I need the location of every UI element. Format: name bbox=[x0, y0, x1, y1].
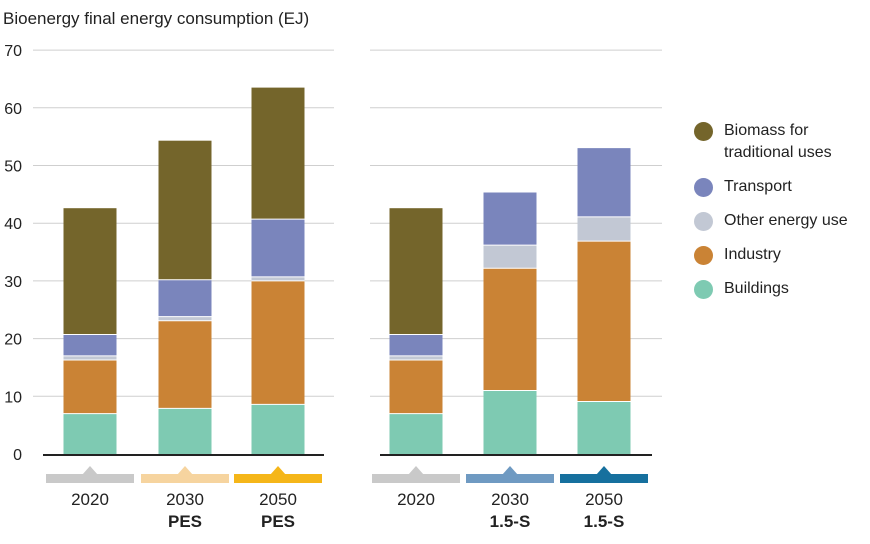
bar-segment-industry bbox=[158, 320, 212, 409]
bar-segment-buildings bbox=[389, 413, 443, 454]
bar-segment-other-energy-use bbox=[63, 355, 117, 360]
bar-segment-other-energy-use bbox=[251, 276, 305, 281]
legend-label: Other energy use bbox=[724, 212, 848, 229]
y-tick-label: 40 bbox=[4, 216, 22, 233]
legend-item: Other energy use bbox=[694, 210, 870, 232]
legend-label: Buildings bbox=[724, 280, 789, 297]
chart-title: Bioenergy final energy consumption (EJ) bbox=[3, 9, 309, 28]
legend-swatch bbox=[694, 246, 713, 265]
y-tick-label: 70 bbox=[4, 43, 22, 60]
scenario-marker bbox=[372, 466, 460, 483]
scenario-marker bbox=[141, 466, 229, 483]
bar-segment-other-energy-use bbox=[483, 245, 537, 269]
bar-segment-other-energy-use bbox=[577, 216, 631, 242]
bar-segment-transport bbox=[158, 279, 212, 317]
legend-swatch bbox=[694, 178, 713, 197]
legend-swatch bbox=[694, 212, 713, 231]
legend-label: Biomass for traditional uses bbox=[724, 122, 832, 161]
bar-segment-industry bbox=[483, 268, 537, 391]
bar-segment-buildings bbox=[577, 401, 631, 454]
x-category-year-label: 2030 bbox=[166, 490, 204, 509]
x-category-scenario-label: 1.5-S bbox=[490, 512, 531, 531]
bar-segment-transport bbox=[483, 192, 537, 246]
y-tick-label: 30 bbox=[4, 274, 22, 291]
legend-label: Industry bbox=[724, 246, 781, 263]
bar-segment-biomass-for-traditional-uses bbox=[251, 87, 305, 220]
x-category-year-label: 2050 bbox=[585, 490, 623, 509]
x-category-year-label: 2020 bbox=[71, 490, 109, 509]
y-tick-label: 50 bbox=[4, 159, 22, 176]
scenario-marker bbox=[46, 466, 134, 483]
legend-item: Industry bbox=[694, 244, 870, 266]
bar-segment-industry bbox=[577, 241, 631, 402]
bar-segment-buildings bbox=[483, 390, 537, 454]
x-category-scenario-label: PES bbox=[261, 512, 295, 531]
x-category-year-label: 2020 bbox=[397, 490, 435, 509]
bar-segment-biomass-for-traditional-uses bbox=[158, 140, 212, 280]
legend-label: Transport bbox=[724, 178, 792, 195]
bar-segment-industry bbox=[63, 359, 117, 414]
bar-segment-buildings bbox=[158, 408, 212, 454]
scenario-marker bbox=[466, 466, 554, 483]
y-tick-label: 60 bbox=[4, 101, 22, 118]
bar-segment-buildings bbox=[251, 404, 305, 454]
bar-segment-transport bbox=[63, 334, 117, 356]
bar-segment-biomass-for-traditional-uses bbox=[63, 208, 117, 335]
x-category-year-label: 2050 bbox=[259, 490, 297, 509]
x-category-year-label: 2030 bbox=[491, 490, 529, 509]
x-category-scenario-label: PES bbox=[168, 512, 202, 531]
legend-swatch bbox=[694, 280, 713, 299]
legend-item: Buildings bbox=[694, 278, 870, 300]
scenario-marker bbox=[560, 466, 648, 483]
scenario-marker bbox=[234, 466, 322, 483]
bar-segment-other-energy-use bbox=[158, 316, 212, 321]
legend-item: Transport bbox=[694, 176, 870, 198]
chart-legend: Biomass for traditional uses Transport Oth… bbox=[694, 120, 870, 312]
bar-segment-other-energy-use bbox=[389, 355, 443, 360]
y-tick-label: 20 bbox=[4, 332, 22, 349]
bar-segment-industry bbox=[251, 280, 305, 405]
legend-swatch bbox=[694, 122, 713, 141]
y-tick-label: 10 bbox=[4, 389, 22, 406]
legend-item: Biomass for traditional uses bbox=[694, 120, 870, 164]
bar-segment-transport bbox=[577, 147, 631, 217]
bar-segment-biomass-for-traditional-uses bbox=[389, 208, 443, 335]
y-tick-label: 0 bbox=[13, 447, 22, 464]
bar-segment-buildings bbox=[63, 413, 117, 454]
bar-segment-industry bbox=[389, 359, 443, 414]
bar-segment-transport bbox=[389, 334, 443, 356]
x-category-scenario-label: 1.5-S bbox=[584, 512, 625, 531]
bar-segment-transport bbox=[251, 219, 305, 277]
